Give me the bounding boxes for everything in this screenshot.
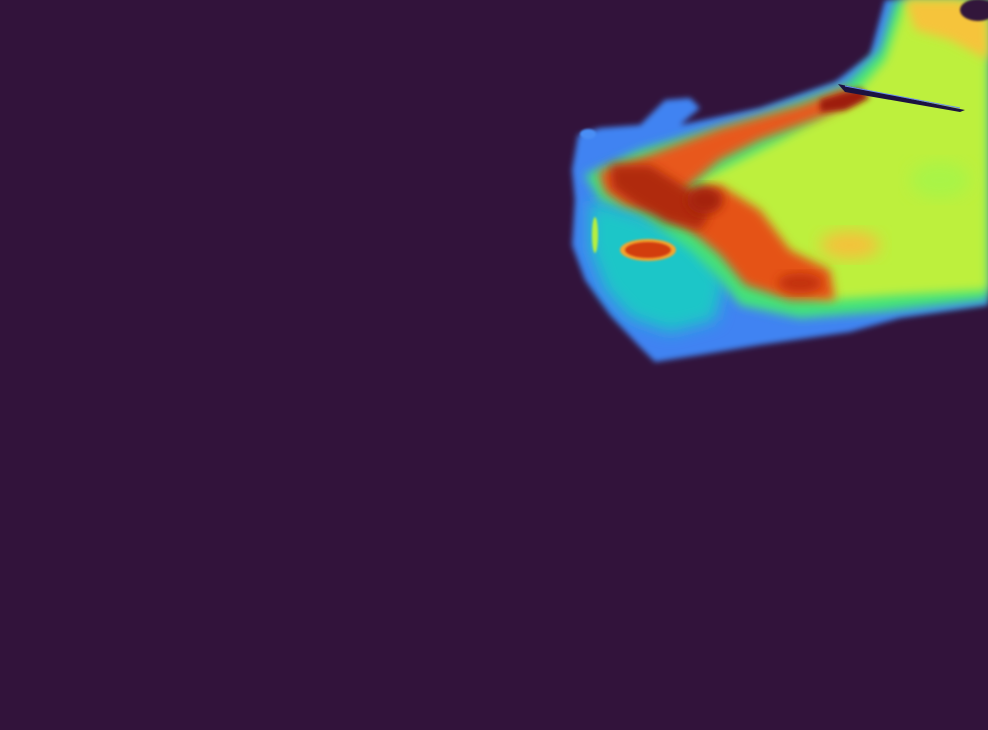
ellipse-inner [625, 242, 671, 258]
blue-spot [580, 129, 596, 139]
hole [960, 0, 988, 21]
light-green-spot [910, 162, 970, 198]
yellow-spot [820, 231, 880, 259]
red-spot-lower [778, 273, 822, 293]
teal-region [590, 200, 725, 332]
line-highlight [844, 85, 961, 109]
dark-red-region [610, 165, 710, 230]
thin-streak [592, 217, 598, 253]
dark-red-spot [687, 186, 723, 214]
yellow-green-region [700, 0, 988, 300]
